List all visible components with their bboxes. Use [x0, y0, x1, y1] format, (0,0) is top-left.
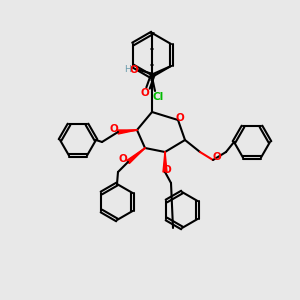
- Text: O: O: [110, 124, 118, 134]
- Text: O: O: [213, 152, 221, 162]
- Text: H: H: [124, 64, 130, 74]
- Text: O: O: [141, 88, 149, 98]
- Text: Cl: Cl: [152, 92, 164, 102]
- Polygon shape: [163, 152, 167, 172]
- Text: O: O: [118, 154, 127, 164]
- Polygon shape: [127, 148, 145, 164]
- Text: O: O: [163, 165, 171, 175]
- Text: O: O: [176, 113, 184, 123]
- Text: O: O: [130, 65, 138, 75]
- Polygon shape: [118, 130, 137, 134]
